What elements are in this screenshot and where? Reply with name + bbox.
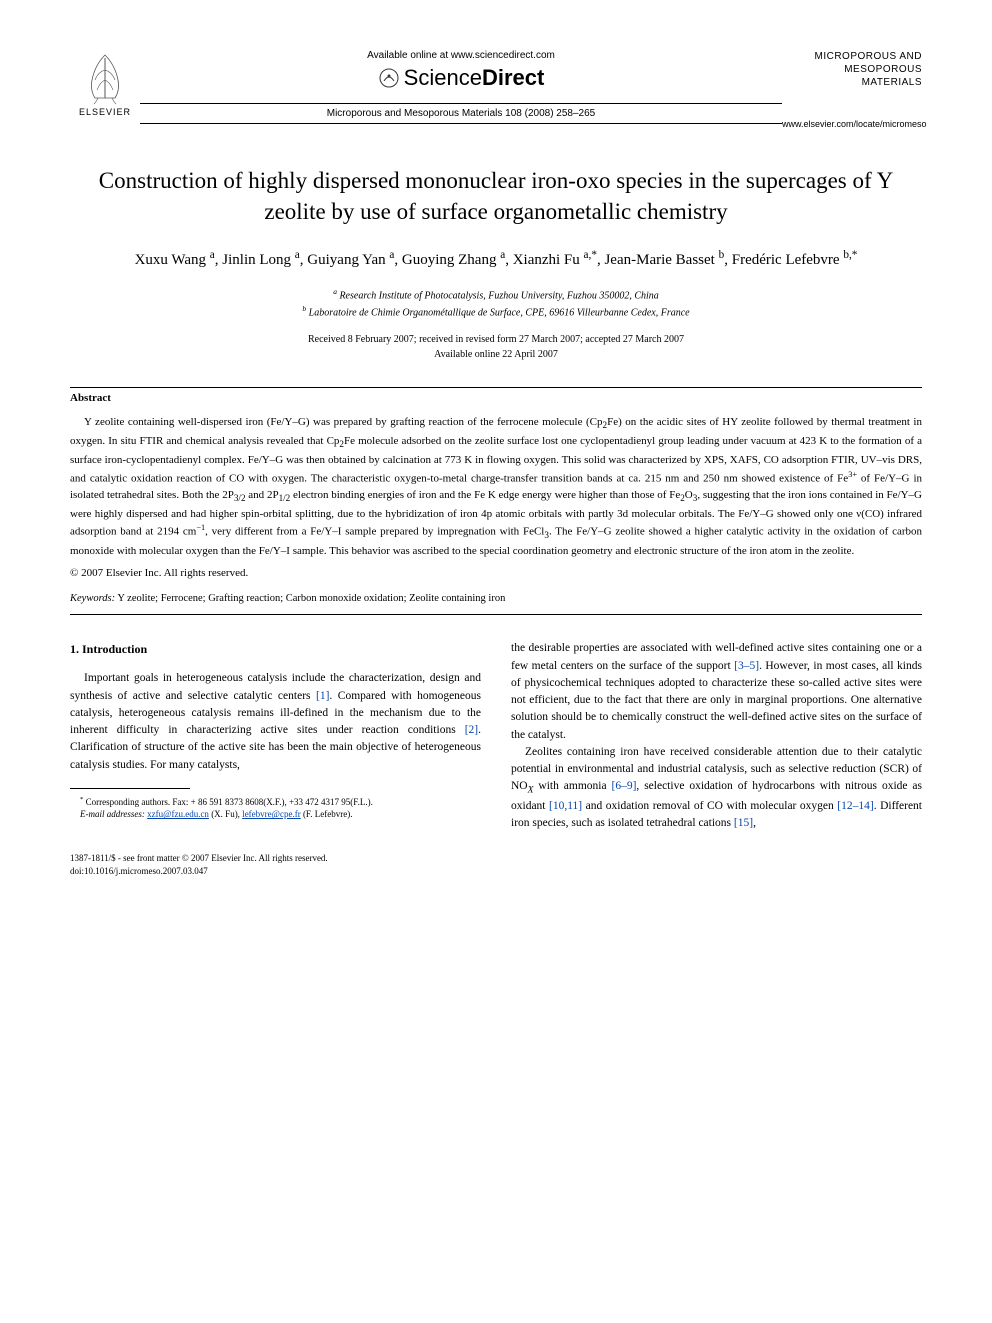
header-divider-bottom [140,123,782,124]
keywords-label: Keywords: [70,593,115,604]
journal-url: www.elsevier.com/locate/micromeso [782,119,922,129]
footnote-email: E-mail addresses: xzfu@fzu.edu.cn (X. Fu… [70,808,481,821]
col2-paragraph-2: Zeolites containing iron have received c… [511,744,922,833]
journal-name-line2: MESOPOROUS MATERIALS [782,63,922,89]
center-header: Available online at www.sciencedirect.co… [140,50,782,128]
article-title: Construction of highly dispersed mononuc… [90,165,902,227]
sd-prefix: Science [404,65,482,90]
journal-reference: Microporous and Mesoporous Materials 108… [140,108,782,119]
right-column: the desirable properties are associated … [511,640,922,832]
two-column-body: 1. Introduction Important goals in heter… [70,640,922,832]
col1-paragraph-1: Important goals in heterogeneous catalys… [70,670,481,774]
copyright-text: © 2007 Elsevier Inc. All rights reserved… [70,567,922,579]
sciencedirect-text: ScienceDirect [404,65,545,91]
dates-line2: Available online 22 April 2007 [70,347,922,362]
dates-line1: Received 8 February 2007; received in re… [70,332,922,347]
section-divider [70,614,922,615]
col2-paragraph-1: the desirable properties are associated … [511,640,922,744]
keywords-line: Keywords: Y zeolite; Ferrocene; Grafting… [70,593,922,604]
footer-issn: 1387-1811/$ - see front matter © 2007 El… [70,852,328,865]
footer-row: 1387-1811/$ - see front matter © 2007 El… [70,852,922,877]
footer-left: 1387-1811/$ - see front matter © 2007 El… [70,852,328,877]
affiliation-b: b Laboratoire de Chimie Organométallique… [70,303,922,320]
section-heading-intro: 1. Introduction [70,640,481,658]
affiliations: a Research Institute of Photocatalysis, … [70,286,922,321]
footer-doi: doi:10.1016/j.micromeso.2007.03.047 [70,865,328,878]
abstract-top-divider [70,387,922,388]
elsevier-tree-icon [80,50,130,105]
keywords-text: Y zeolite; Ferrocene; Grafting reaction;… [115,593,505,604]
authors-list: Xuxu Wang a, Jinlin Long a, Guiyang Yan … [70,247,922,272]
elsevier-label: ELSEVIER [79,107,131,117]
abstract-text: Y zeolite containing well-dispersed iron… [70,414,922,559]
sciencedirect-icon [378,67,400,89]
sciencedirect-logo: ScienceDirect [140,65,782,91]
left-column: 1. Introduction Important goals in heter… [70,640,481,832]
header-divider-top [140,103,782,104]
sd-suffix: Direct [482,65,544,90]
journal-logo-block: MICROPOROUS AND MESOPOROUS MATERIALS www… [782,50,922,129]
article-dates: Received 8 February 2007; received in re… [70,332,922,362]
footnote-divider [70,788,190,789]
abstract-heading: Abstract [70,392,922,404]
affiliation-a: a Research Institute of Photocatalysis, … [70,286,922,303]
available-online-text: Available online at www.sciencedirect.co… [140,50,782,61]
elsevier-logo: ELSEVIER [70,50,140,130]
journal-name-line1: MICROPOROUS AND [782,50,922,63]
footnote-corresponding: * Corresponding authors. Fax: + 86 591 8… [70,795,481,809]
header-row: ELSEVIER Available online at www.science… [70,50,922,130]
